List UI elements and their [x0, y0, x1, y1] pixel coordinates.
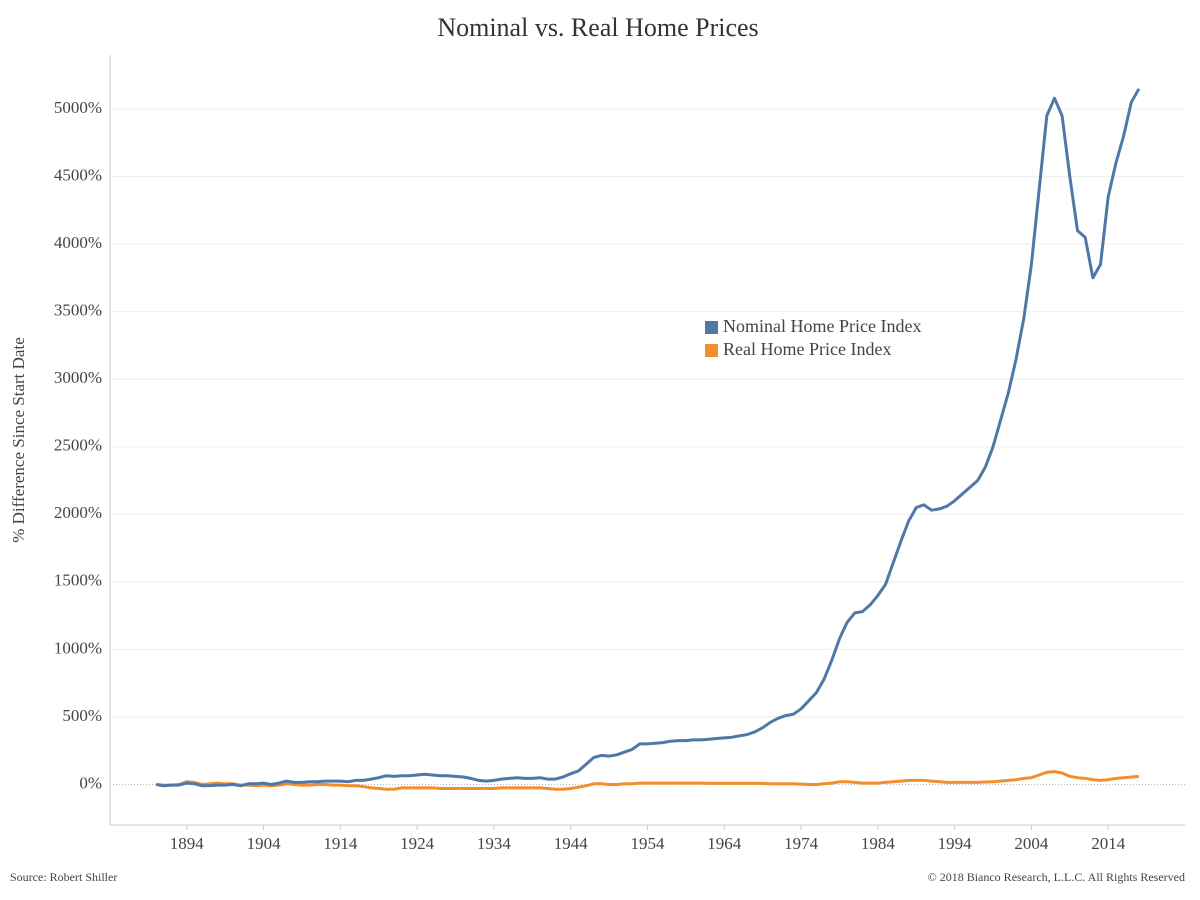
legend-swatch: [705, 344, 718, 357]
x-tick-label: 1984: [861, 834, 896, 853]
y-tick-label: 1500%: [54, 571, 102, 590]
x-tick-label: 1894: [170, 834, 205, 853]
chart-title: Nominal vs. Real Home Prices: [437, 13, 758, 42]
x-tick-label: 2014: [1091, 834, 1126, 853]
x-tick-label: 1964: [707, 834, 742, 853]
y-axis-label: % Difference Since Start Date: [9, 337, 28, 543]
legend-label: Nominal Home Price Index: [723, 316, 921, 336]
y-tick-label: 3500%: [54, 301, 102, 320]
x-tick-label: 1944: [554, 834, 589, 853]
series-line: [155, 770, 1140, 791]
y-tick-label: 1000%: [54, 638, 102, 657]
source: Source: Robert Shiller: [10, 870, 117, 884]
x-tick-label: 1914: [323, 834, 358, 853]
legend-label: Real Home Price Index: [723, 339, 891, 359]
x-tick-label: 1924: [400, 834, 435, 853]
y-tick-label: 500%: [62, 706, 102, 725]
x-tick-label: 1904: [247, 834, 282, 853]
legend-swatch: [705, 321, 718, 334]
y-tick-label: 4000%: [54, 233, 102, 252]
x-tick-label: 2004: [1014, 834, 1049, 853]
y-tick-label: 0%: [79, 773, 102, 792]
y-tick-label: 4500%: [54, 165, 102, 184]
x-tick-label: 1954: [631, 834, 666, 853]
y-tick-label: 3000%: [54, 368, 102, 387]
y-tick-label: 2500%: [54, 436, 102, 455]
y-tick-label: 2000%: [54, 503, 102, 522]
x-tick-label: 1934: [477, 834, 512, 853]
copyright: © 2018 Bianco Research, L.L.C. All Right…: [928, 870, 1185, 884]
y-tick-label: 5000%: [54, 98, 102, 117]
x-tick-label: 1994: [938, 834, 973, 853]
x-tick-label: 1974: [784, 834, 819, 853]
series-line: [155, 88, 1141, 788]
